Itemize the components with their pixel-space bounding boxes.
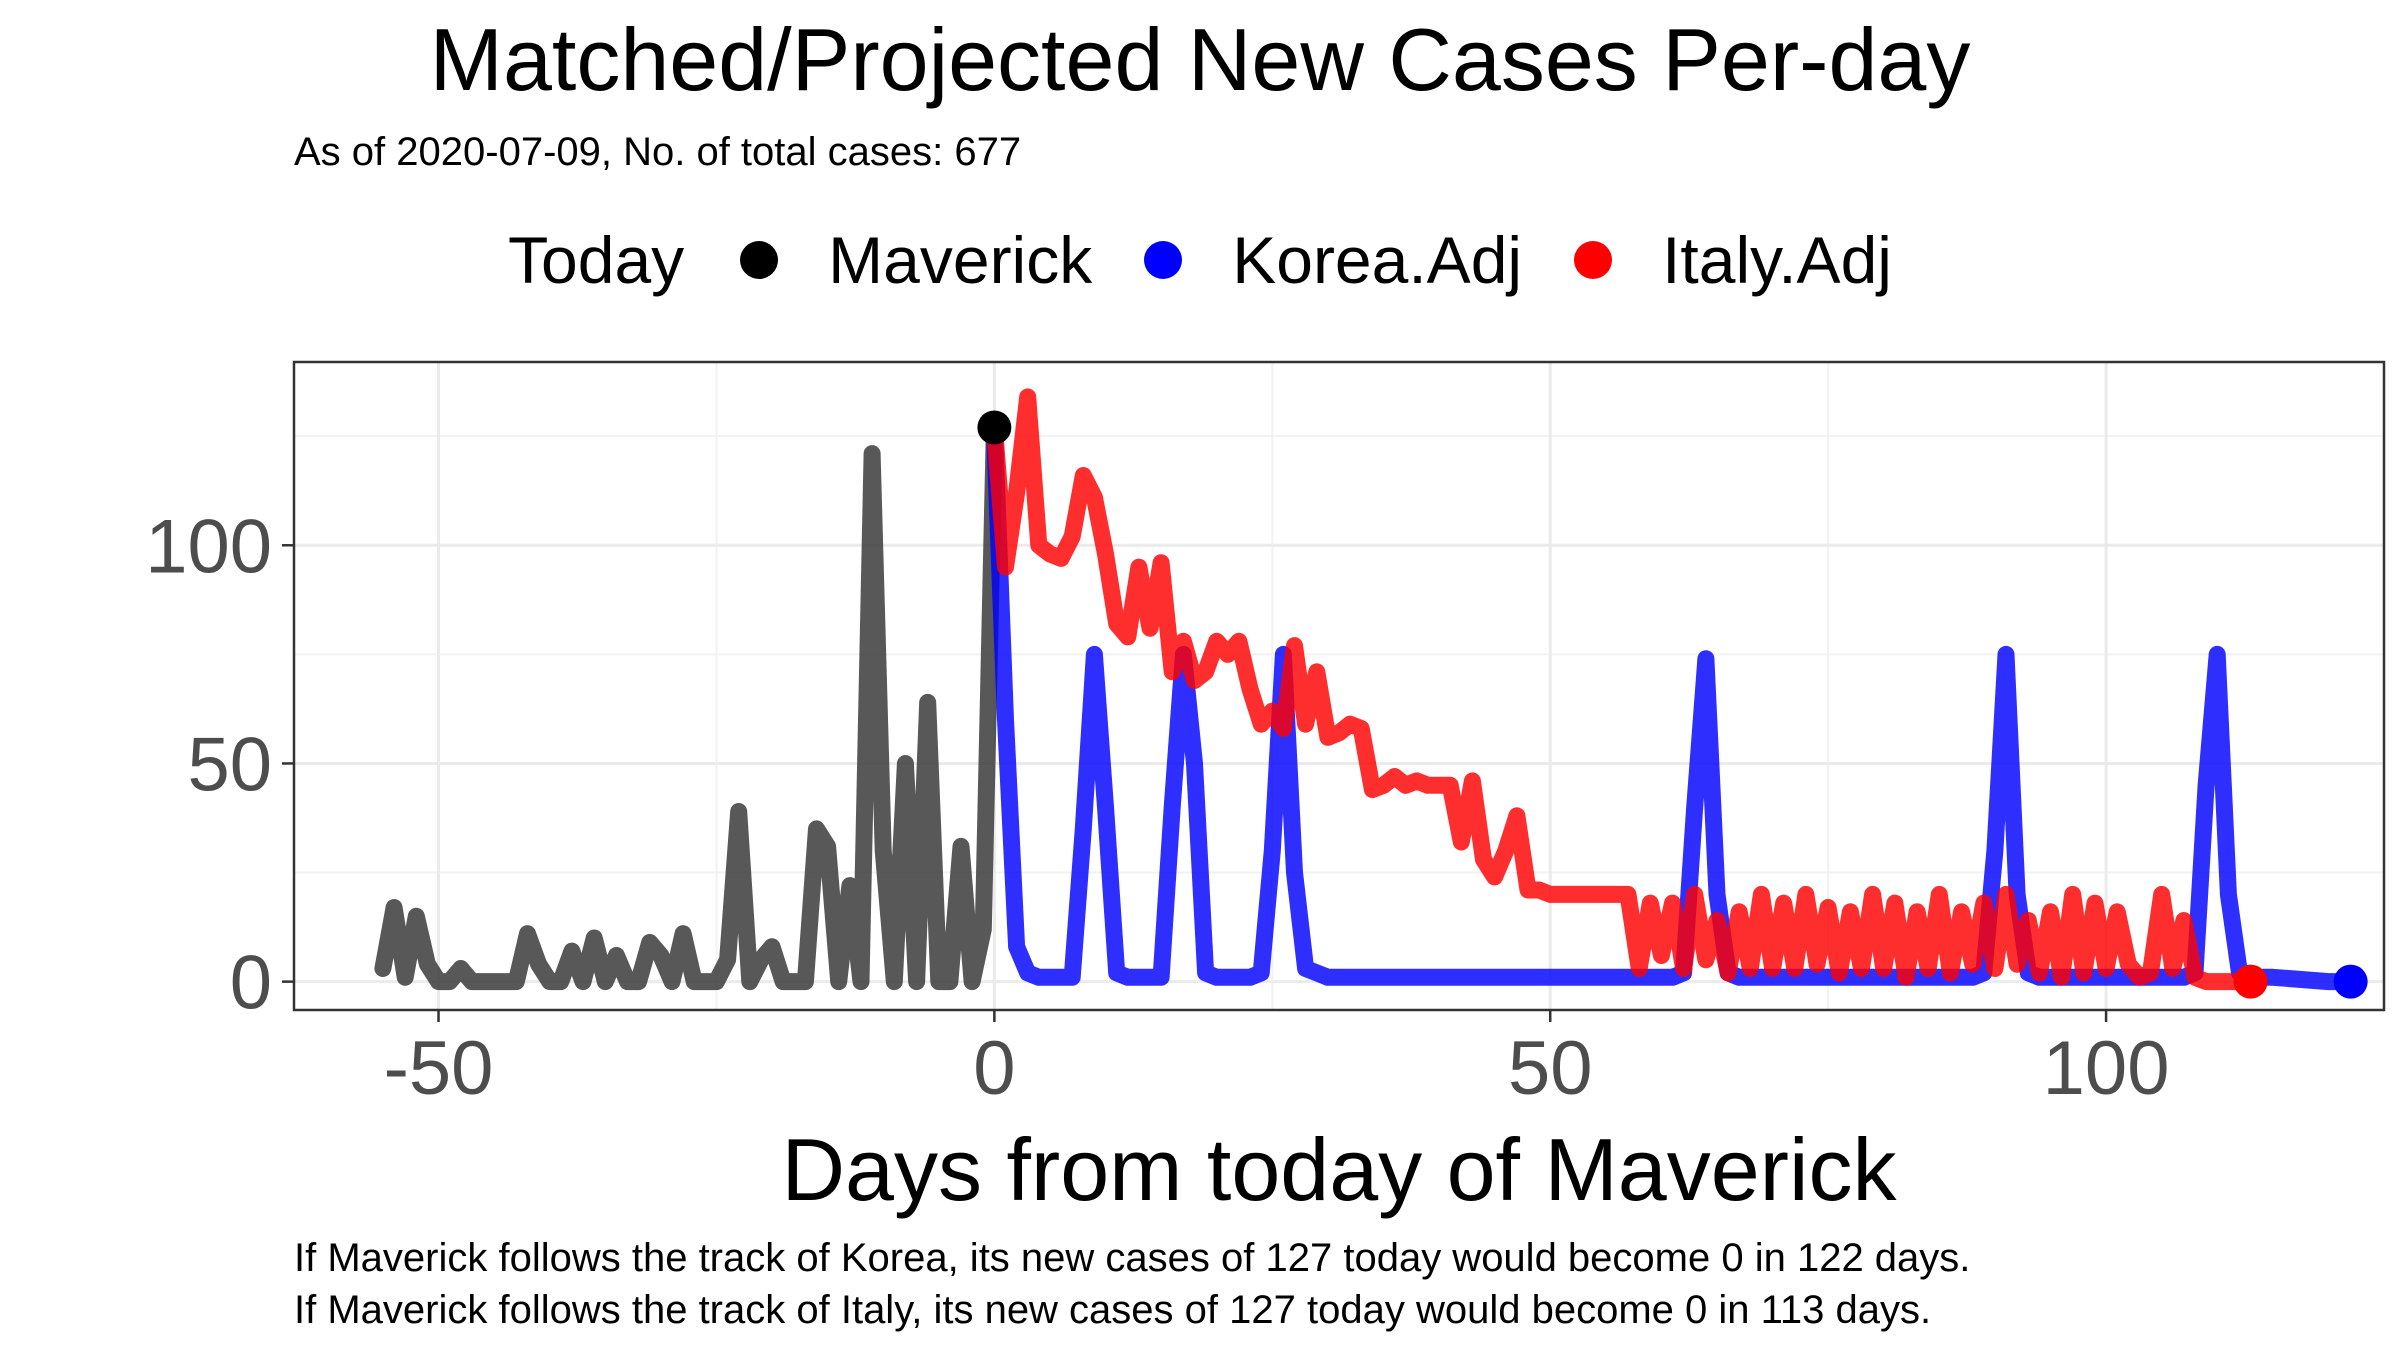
series-line-maverick: [374, 419, 1003, 991]
legend-title: Today: [508, 223, 685, 297]
legend-dot-korea: [1144, 241, 1183, 279]
legend-item-italy: Italy.Adj: [1574, 220, 1892, 300]
legend-label-italy: Italy.Adj: [1662, 223, 1892, 297]
series-line-italy-adj: [985, 388, 2260, 991]
plot-panel-border: [292, 360, 2386, 1012]
y-tick-label: 0: [230, 941, 272, 1026]
axes: -50 0 50 100 0 50 100: [145, 504, 2169, 1111]
series-lines: [374, 388, 2360, 991]
chart-subtitle: As of 2020-07-09, No. of total cases: 67…: [294, 130, 1022, 174]
x-tick-label: 100: [2043, 1026, 2170, 1111]
today-point-korea-adj: [2333, 964, 2368, 999]
series-line-korea-adj: [985, 419, 2360, 991]
x-tick-label: -50: [384, 1026, 494, 1111]
x-axis-title: Days from today of Maverick: [782, 1120, 1898, 1219]
caption: If Maverick follows the track of Korea, …: [294, 1232, 1970, 1336]
legend-item-maverick: Maverick: [740, 220, 1092, 300]
x-tick-label: 0: [973, 1026, 1015, 1111]
legend: Today Maverick Korea.Adj Italy.Adj: [0, 220, 2400, 300]
today-points: [977, 410, 2368, 999]
legend-label-maverick: Maverick: [828, 223, 1093, 297]
x-tick-label: 50: [1508, 1026, 1593, 1111]
legend-dot-italy: [1574, 241, 1613, 279]
y-tick-label: 50: [187, 722, 272, 807]
caption-line-italy: If Maverick follows the track of Italy, …: [294, 1288, 1932, 1332]
today-point-italy-adj: [2233, 964, 2268, 999]
caption-line-korea: If Maverick follows the track of Korea, …: [294, 1236, 1971, 1280]
y-tick-label: 100: [145, 504, 272, 589]
legend-label-korea: Korea.Adj: [1232, 223, 1523, 297]
legend-dot-maverick: [740, 241, 779, 279]
today-point-maverick: [977, 410, 1012, 445]
chart-title: Matched/Projected New Cases Per-day: [429, 10, 1971, 109]
legend-item-korea: Korea.Adj: [1144, 220, 1522, 300]
